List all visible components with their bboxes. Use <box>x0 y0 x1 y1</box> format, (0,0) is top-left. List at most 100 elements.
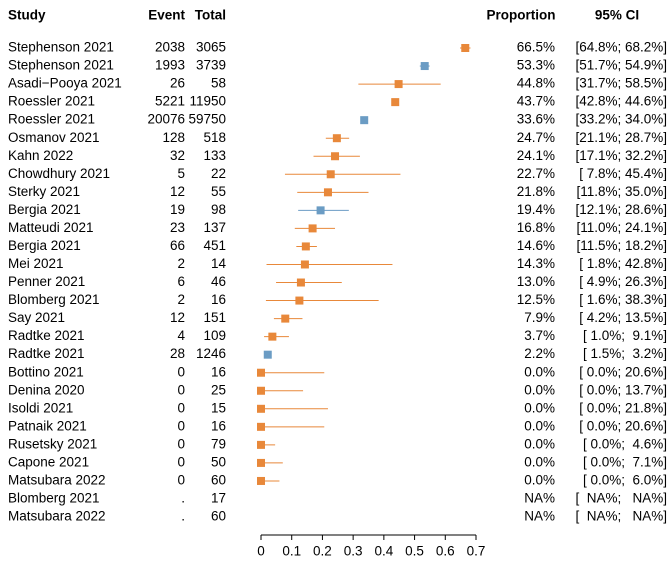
proportion-label: 24.1% <box>517 148 555 163</box>
ci-label: [ NA%; NA%] <box>575 491 667 506</box>
event-count: 6 <box>177 274 185 289</box>
ci-label: [11.5%; 18.2%] <box>576 238 667 253</box>
total-count: 16 <box>211 292 226 307</box>
ci-label: [ 4.9%; 26.3%] <box>579 274 667 289</box>
proportion-label: 0.0% <box>524 473 555 488</box>
point-estimate <box>323 188 332 197</box>
event-count: 26 <box>170 76 185 91</box>
study-name: Rusetsky 2021 <box>8 436 97 451</box>
point-estimate <box>257 422 265 431</box>
ci-label: [ 4.2%; 13.5%] <box>579 310 667 325</box>
proportion-label: 0.0% <box>524 400 555 415</box>
proportion-label: 3.7% <box>524 328 555 343</box>
total-count: 16 <box>211 364 226 379</box>
x-tick-label: 0.2 <box>313 544 332 559</box>
ci-label: [21.1%; 28.7%] <box>575 130 667 145</box>
proportion-label: 66.5% <box>517 40 555 55</box>
study-name: Patnaik 2021 <box>8 418 87 433</box>
total-count: 22 <box>211 166 226 181</box>
event-count: 0 <box>177 364 185 379</box>
proportion-label: 16.8% <box>517 220 555 235</box>
event-count: 0 <box>177 473 185 488</box>
point-estimate <box>263 350 272 359</box>
event-count: . <box>181 491 185 506</box>
proportion-label: NA% <box>524 491 555 506</box>
event-count: 66 <box>170 238 185 253</box>
ci-label: [17.1%; 32.2%] <box>575 148 667 163</box>
point-estimate <box>257 458 265 467</box>
event-count: 0 <box>177 454 185 469</box>
ci-label: [11.8%; 35.0%] <box>576 184 667 199</box>
ci-label: [11.0%; 24.1%] <box>576 220 667 235</box>
study-name: Matsubara 2022 <box>8 473 106 488</box>
proportion-label: 22.7% <box>517 166 555 181</box>
study-name: Matsubara 2022 <box>8 509 106 524</box>
event-count: 0 <box>177 418 185 433</box>
ci-label: [31.7%; 58.5%] <box>575 76 667 91</box>
ci-label: [ 0.0%; 6.0%] <box>583 473 667 488</box>
total-count: 60 <box>211 509 226 524</box>
point-estimate <box>461 44 470 52</box>
proportion-label: 13.0% <box>517 274 555 289</box>
column-header: Total <box>195 8 226 23</box>
event-count: 20076 <box>147 112 185 127</box>
study-name: Kahn 2022 <box>8 148 73 163</box>
ci-label: [ 0.0%; 13.7%] <box>579 382 667 397</box>
study-name: Blomberg 2021 <box>8 491 100 506</box>
ci-label: [12.1%; 28.6%] <box>575 202 667 217</box>
total-count: 25 <box>211 382 226 397</box>
study-name: Penner 2021 <box>8 274 85 289</box>
point-estimate <box>420 62 429 71</box>
total-count: 15 <box>211 400 226 415</box>
ci-label: [42.8%; 44.6%] <box>575 94 667 109</box>
proportion-label: 0.0% <box>524 364 555 379</box>
study-name: Osmanov 2021 <box>8 130 100 145</box>
point-estimate <box>281 314 290 323</box>
study-name: Mei 2021 <box>8 256 64 271</box>
event-count: 5 <box>177 166 185 181</box>
point-estimate <box>268 332 277 341</box>
point-estimate <box>332 134 341 143</box>
proportion-label: 21.8% <box>517 184 555 199</box>
study-name: Stephenson 2021 <box>8 40 114 55</box>
total-count: 55 <box>211 184 226 199</box>
column-header: Study <box>8 8 46 23</box>
study-name: Bergia 2021 <box>8 202 81 217</box>
total-count: 50 <box>211 454 226 469</box>
event-count: 28 <box>170 346 185 361</box>
event-count: 128 <box>162 130 185 145</box>
study-name: Blomberg 2021 <box>8 292 100 307</box>
proportion-label: 43.7% <box>517 94 555 109</box>
point-estimate <box>394 80 403 89</box>
study-name: Sterky 2021 <box>8 184 80 199</box>
event-count: 4 <box>177 328 185 343</box>
ci-label: [ 1.8%; 42.8%] <box>579 256 667 271</box>
point-estimate <box>296 278 305 287</box>
event-count: 12 <box>170 184 185 199</box>
point-estimate <box>316 206 325 215</box>
total-count: 3065 <box>196 40 226 55</box>
ci-label: [ 7.8%; 45.4%] <box>579 166 667 181</box>
event-count: 1993 <box>155 58 185 73</box>
total-count: 17 <box>211 491 226 506</box>
total-count: 133 <box>203 148 226 163</box>
point-estimate <box>257 404 265 413</box>
total-count: 451 <box>203 238 226 253</box>
total-count: 137 <box>203 220 226 235</box>
ci-label: [51.7%; 54.9%] <box>575 58 667 73</box>
proportion-label: 44.8% <box>517 76 555 91</box>
proportion-label: NA% <box>524 509 555 524</box>
study-name: Roessler 2021 <box>8 112 95 127</box>
study-name: Isoldi 2021 <box>8 400 73 415</box>
study-name: Asadi−Pooya 2021 <box>8 76 122 91</box>
total-count: 151 <box>203 310 226 325</box>
total-count: 59750 <box>188 112 226 127</box>
total-count: 3739 <box>196 58 226 73</box>
event-count: 2 <box>177 292 185 307</box>
proportion-label: 53.3% <box>517 58 555 73</box>
study-name: Bottino 2021 <box>8 364 84 379</box>
point-estimate <box>391 98 400 107</box>
total-count: 14 <box>211 256 227 271</box>
ci-label: [ 1.6%; 38.3%] <box>579 292 667 307</box>
